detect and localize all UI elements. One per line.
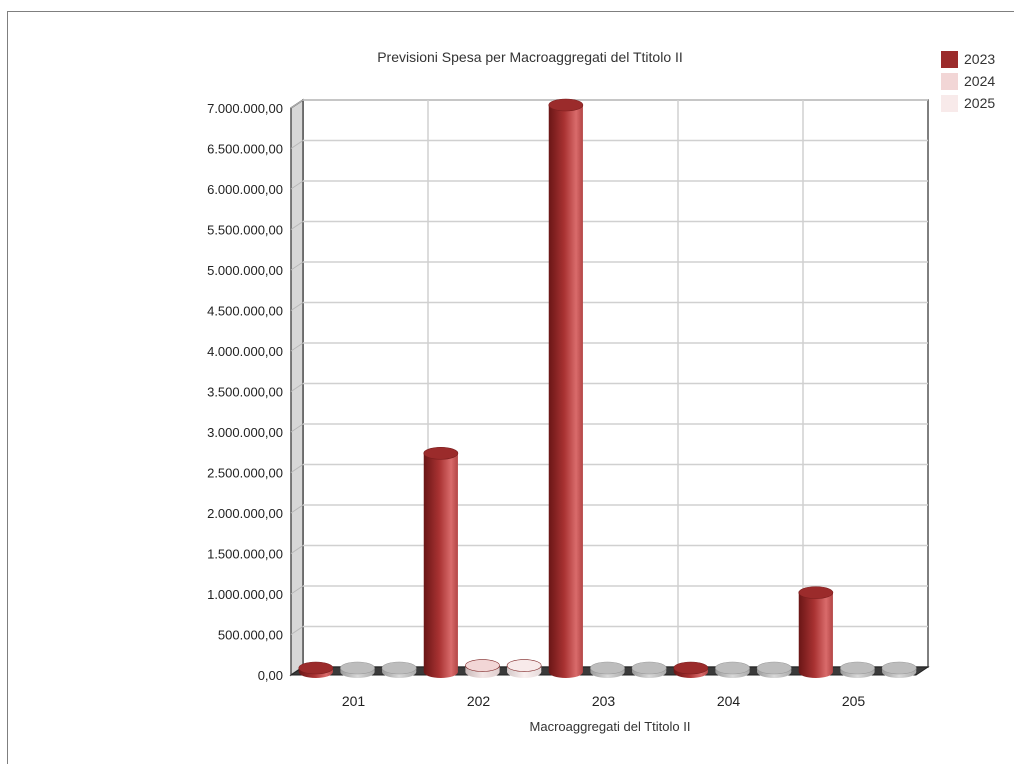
- bars: [298, 98, 917, 678]
- x-tick-label: 203: [592, 693, 616, 709]
- y-tick-label: 3.500.000,00: [207, 385, 283, 400]
- legend-label-2024: 2024: [964, 73, 996, 89]
- bar: [340, 661, 375, 678]
- grid-line-side: [290, 221, 304, 230]
- y-tick-label: 4.500.000,00: [207, 304, 283, 319]
- grid-line-side: [290, 180, 304, 190]
- y-tick-label: 500.000,00: [218, 628, 283, 643]
- chart-title: Previsioni Spesa per Macroaggregati del …: [377, 49, 683, 65]
- bar-cap: [506, 659, 542, 672]
- x-axis-title: Macroaggregati del Ttitolo II: [530, 719, 691, 734]
- legend: 2023 2024 2025: [941, 48, 1014, 114]
- bar-cap: [340, 661, 375, 675]
- bar: [423, 446, 459, 678]
- y-tick-label: 6.500.000,00: [207, 142, 283, 157]
- bar: [465, 659, 500, 678]
- bar: [548, 98, 584, 678]
- y-tick-label: 2.000.000,00: [207, 506, 283, 521]
- bar-cap: [715, 661, 750, 675]
- bar: [506, 659, 542, 678]
- y-tick-label: 0,00: [258, 668, 283, 683]
- grid-line-side: [290, 464, 304, 473]
- x-tick-label: 204: [717, 693, 741, 709]
- bar: [840, 661, 875, 678]
- grid-line-side: [290, 504, 304, 514]
- grid-line-side: [290, 302, 304, 311]
- x-tick-label: 201: [342, 693, 366, 709]
- x-tick-label: 202: [467, 693, 491, 709]
- x-tick-label: 205: [842, 693, 866, 709]
- grid-line-side: [290, 585, 304, 595]
- bar-cap: [840, 661, 875, 675]
- y-tick-label: 7.000.000,00: [207, 101, 283, 116]
- bar: [381, 661, 417, 678]
- bar: [756, 661, 792, 678]
- bar: [881, 661, 917, 678]
- y-tick-label: 1.000.000,00: [207, 587, 283, 602]
- grid-line-side: [290, 140, 304, 149]
- chart-walls: [289, 98, 930, 677]
- grid-line-side: [290, 99, 304, 109]
- grid-line-side: [290, 423, 304, 433]
- y-axis: 0,00 500.000,00 1.000.000,00 1.500.000,00 2.…: [207, 101, 283, 683]
- grid-line-side: [290, 342, 304, 352]
- bar-body: [423, 453, 458, 672]
- bar-cap: [548, 98, 584, 112]
- legend-swatch-2024: [941, 72, 958, 90]
- bar-cap: [756, 661, 792, 675]
- legend-item-2024: 2024: [941, 70, 1014, 92]
- bar-cap: [881, 661, 917, 675]
- grid-lines: [290, 99, 928, 667]
- bar: [798, 586, 834, 678]
- bar-cap: [590, 661, 625, 675]
- legend-item-2023: 2023: [941, 48, 1014, 70]
- y-tick-label: 5.000.000,00: [207, 263, 283, 278]
- bar: [590, 661, 625, 678]
- grid-line-side: [290, 626, 304, 635]
- bar-cap: [631, 661, 667, 675]
- legend-item-2025: 2025: [941, 92, 1014, 114]
- y-tick-label: 3.000.000,00: [207, 425, 283, 440]
- bar: [673, 661, 709, 678]
- grid-line-side: [290, 383, 304, 392]
- bar: [298, 661, 334, 678]
- legend-swatch-2023: [941, 50, 958, 68]
- legend-swatch-2025: [941, 94, 958, 112]
- legend-label-2025: 2025: [964, 95, 996, 111]
- y-tick-label: 1.500.000,00: [207, 547, 283, 562]
- bar-cap: [298, 661, 334, 675]
- y-tick-label: 4.000.000,00: [207, 344, 283, 359]
- y-tick-label: 6.000.000,00: [207, 182, 283, 197]
- bar-body: [798, 592, 833, 672]
- grid-line-side: [290, 261, 304, 271]
- bar-cap: [465, 659, 500, 672]
- bar: [631, 661, 667, 678]
- x-axis: 201 202 203 204 205: [342, 693, 866, 709]
- y-tick-label: 5.500.000,00: [207, 223, 283, 238]
- bar: [715, 661, 750, 678]
- grid-line-side: [290, 545, 304, 554]
- y-tick-label: 2.500.000,00: [207, 466, 283, 481]
- bar-body: [548, 105, 583, 672]
- bar-cap: [381, 661, 417, 675]
- bar-cap: [673, 661, 709, 675]
- bar-cap: [798, 586, 834, 599]
- legend-label-2023: 2023: [964, 51, 996, 67]
- bar-cap: [423, 446, 459, 460]
